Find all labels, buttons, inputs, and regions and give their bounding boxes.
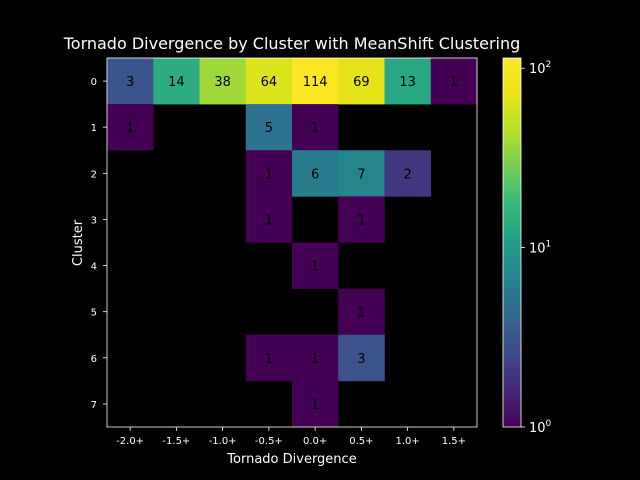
x-tick-label: 0.5+ xyxy=(349,436,373,447)
y-tick-label: 2 xyxy=(91,169,97,180)
heatmap-cell xyxy=(245,334,293,382)
heatmap-cell xyxy=(292,104,339,151)
cell-value-label: 64 xyxy=(261,75,278,90)
heatmap-cell xyxy=(107,58,154,105)
cell-value-label: 3 xyxy=(126,75,134,90)
cell-value-label: 1 xyxy=(311,352,319,367)
heatmap-cell xyxy=(384,150,432,197)
y-tick-label: 7 xyxy=(91,400,97,411)
x-tick-label: -1.5+ xyxy=(162,436,190,447)
y-tick-label: 3 xyxy=(91,215,97,226)
cell-value-label: 114 xyxy=(303,75,328,90)
heatmap-cell xyxy=(245,150,293,197)
cell-value-label: 1 xyxy=(357,306,365,321)
heatmap-cell xyxy=(153,58,200,105)
heatmap-cell xyxy=(338,196,385,243)
y-tick-label: 4 xyxy=(91,262,97,273)
cell-value-label: 1 xyxy=(126,121,134,136)
heatmap-cell xyxy=(292,58,339,105)
colorbar-tick-label: 100 xyxy=(529,419,552,436)
cell-value-label: 13 xyxy=(399,75,416,90)
y-tick-label: 1 xyxy=(91,123,97,134)
y-tick-label: 6 xyxy=(91,354,97,365)
cell-value-label: 1 xyxy=(265,167,273,182)
x-tick-label: -2.0+ xyxy=(116,436,144,447)
cell-value-label: 3 xyxy=(357,352,365,367)
heatmap-cell xyxy=(292,380,339,428)
x-tick-label: 0.0+ xyxy=(303,436,327,447)
cell-value-label: 1 xyxy=(311,260,319,275)
cell-value-label: 6 xyxy=(311,167,319,182)
plot-frame xyxy=(106,57,478,428)
y-tick-label: 0 xyxy=(91,77,97,88)
x-axis-label: Tornado Divergence xyxy=(226,452,356,467)
heatmap-cell xyxy=(338,288,385,336)
heatmap-cell xyxy=(245,196,293,243)
heatmap-cell xyxy=(338,334,385,382)
x-tick-label: 1.0+ xyxy=(395,436,419,447)
x-axis-ticks: -2.0+ -1.5+ -1.0+ -0.5+ 0.0+ 0.5+ 1.0+ 1.5+ xyxy=(116,427,466,447)
heatmap-cell xyxy=(384,58,432,105)
chart-title: Tornado Divergence by Cluster with MeanS… xyxy=(63,34,521,53)
cell-value-label: 1 xyxy=(357,213,365,228)
heatmap-cell xyxy=(430,58,478,105)
y-axis-label: Cluster xyxy=(71,219,86,266)
heatmap-cell xyxy=(292,242,339,289)
heatmap-cell xyxy=(199,58,247,105)
y-axis-ticks: 0 1 2 3 4 5 6 7 xyxy=(91,77,107,411)
heatmap-cell xyxy=(245,58,293,105)
heatmap-cell xyxy=(292,150,339,197)
cell-value-label: 1 xyxy=(311,121,319,136)
cell-value-label: 14 xyxy=(168,75,185,90)
heatmap-cell xyxy=(338,150,385,197)
colorbar-tick-label: 101 xyxy=(529,240,551,257)
cell-value-label: 1 xyxy=(311,398,319,413)
cell-value-label: 1 xyxy=(265,352,273,367)
heatmap-cell xyxy=(292,334,339,382)
heatmap-cell xyxy=(107,104,154,151)
y-tick-label: 5 xyxy=(91,308,97,319)
cell-value-label: 1 xyxy=(265,213,273,228)
cell-value-label: 69 xyxy=(353,75,370,90)
cell-value-label: 1 xyxy=(450,75,458,90)
x-tick-label: 1.5+ xyxy=(442,436,466,447)
heatmap-cell xyxy=(245,104,293,151)
heatmap-cell xyxy=(338,58,385,105)
colorbar-tick-label: 102 xyxy=(529,60,551,77)
x-tick-label: -0.5+ xyxy=(255,436,283,447)
cell-value-label: 2 xyxy=(403,167,411,182)
cell-value-label: 7 xyxy=(357,167,365,182)
cell-value-label: 38 xyxy=(214,75,231,90)
cell-value-label: 5 xyxy=(265,121,273,136)
colorbar-ticks: 100 101 102 xyxy=(521,60,552,436)
x-tick-label: -1.0+ xyxy=(209,436,237,447)
colorbar xyxy=(502,57,522,428)
